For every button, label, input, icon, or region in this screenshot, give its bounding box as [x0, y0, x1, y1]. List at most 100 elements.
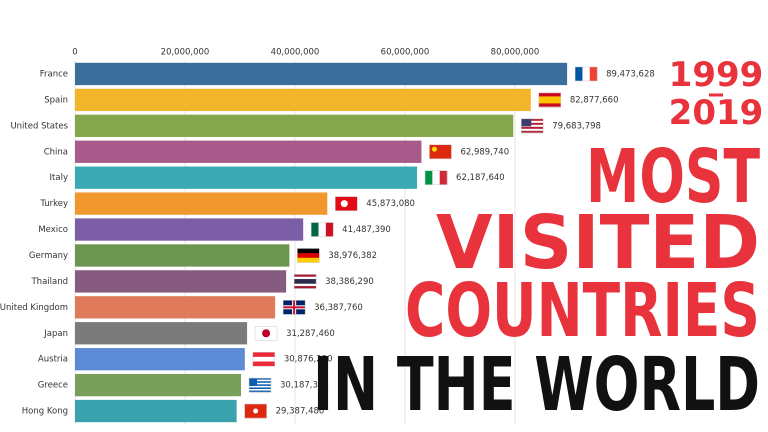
category-label: France [40, 69, 68, 79]
flag-stripe [294, 283, 317, 287]
bar [75, 373, 242, 397]
flag-stripe [589, 66, 598, 81]
flag-border [335, 196, 358, 211]
flag-border [293, 274, 317, 289]
category-label: Japan [43, 329, 68, 339]
value-label: 62,989,740 [460, 147, 509, 157]
x-tick-label: 0 [72, 48, 77, 58]
flag-stripe [294, 274, 317, 278]
value-label: 36,387,760 [314, 303, 363, 313]
flag-stripe [432, 170, 440, 185]
flag-stripe [294, 279, 317, 282]
flag [244, 403, 267, 419]
category-label: Austria [38, 355, 68, 365]
category-label: Italy [50, 173, 68, 183]
bar [75, 244, 290, 267]
flag-border [538, 92, 562, 108]
category-label: Germany [29, 251, 68, 261]
flag-stripe [294, 286, 317, 289]
flag-border [244, 403, 267, 419]
bar [75, 166, 418, 189]
category-label: Greece [38, 381, 68, 391]
year-start: 1999 [669, 55, 764, 95]
title-line: MOST [586, 134, 760, 220]
flag-stripe [249, 390, 272, 393]
flag-stripe [252, 352, 275, 358]
flag-stripe [582, 66, 591, 81]
flag-stripe [538, 103, 561, 108]
value-label: 62,187,640 [456, 173, 505, 183]
flag [282, 300, 306, 315]
flag [429, 144, 452, 160]
bar [75, 192, 328, 215]
flag-canton [249, 378, 258, 386]
flag-stripe [252, 356, 275, 362]
flag [252, 351, 276, 367]
flag [254, 326, 278, 341]
bar [75, 62, 568, 86]
x-tick-label: 60,000,000 [381, 48, 430, 58]
x-tick-label: 80,000,000 [491, 48, 540, 58]
flag-stripe [521, 130, 544, 134]
flag-stripe [294, 281, 317, 285]
flag [574, 66, 598, 82]
bar [75, 140, 422, 163]
flag-cross [293, 300, 296, 315]
flag [310, 222, 334, 237]
category-label: United Kingdom [0, 303, 68, 313]
x-tick-label: 40,000,000 [271, 48, 320, 58]
titles: 1999 2019 MOST VISITED COUNTRIES IN THE … [313, 55, 763, 428]
bar [75, 296, 276, 319]
flag-stripe [521, 126, 544, 130]
flag-stripe [318, 222, 327, 237]
flag-stripe [575, 66, 583, 81]
flag-border [310, 222, 334, 237]
flag-stripe [425, 170, 433, 185]
bar [75, 114, 514, 137]
flag [293, 274, 317, 289]
flag-border [429, 144, 452, 159]
flag-stripe [325, 222, 334, 237]
flag-stripe [249, 384, 272, 387]
flag-emblem [340, 200, 348, 208]
bar [75, 322, 248, 345]
bar [75, 218, 304, 241]
value-label: 38,976,382 [328, 251, 377, 261]
flag-stripe [521, 124, 544, 128]
value-label: 89,473,628 [606, 69, 655, 79]
flag-stripe [311, 222, 319, 237]
bar [75, 348, 245, 371]
bar [75, 88, 531, 112]
category-label: Mexico [38, 225, 68, 235]
value-label: 31,287,460 [286, 329, 335, 339]
bars: France 89,473,628 Spain 82,877,660 United St… [0, 62, 655, 423]
flag-border [424, 170, 448, 185]
flag-stripe [249, 378, 272, 380]
flag [538, 92, 562, 108]
flag-stripe [521, 122, 544, 126]
category-label: United States [10, 121, 68, 131]
flag-stripe [249, 379, 272, 382]
flag-stripe [249, 381, 272, 384]
value-label: 29,387,480 [276, 407, 325, 417]
value-label: 82,877,660 [570, 95, 619, 105]
flag-stripe [252, 361, 275, 367]
flag [521, 118, 544, 134]
flag-border [297, 248, 320, 263]
x-tick-label: 20,000,000 [161, 48, 210, 58]
flag-emblem [262, 329, 271, 338]
flag-stripe [538, 96, 561, 101]
flag [335, 196, 358, 211]
flag-stripe [521, 118, 544, 122]
value-label: 38,386,290 [325, 277, 374, 287]
flag [297, 248, 320, 263]
flag-stripe [297, 253, 320, 259]
flag-stripe [249, 388, 272, 391]
flag-border [282, 300, 306, 315]
flag [424, 170, 448, 185]
flag-stripe [297, 257, 320, 263]
flag-stripe [521, 120, 544, 124]
flag-stripe [538, 92, 561, 97]
flag-stripe [538, 99, 561, 104]
